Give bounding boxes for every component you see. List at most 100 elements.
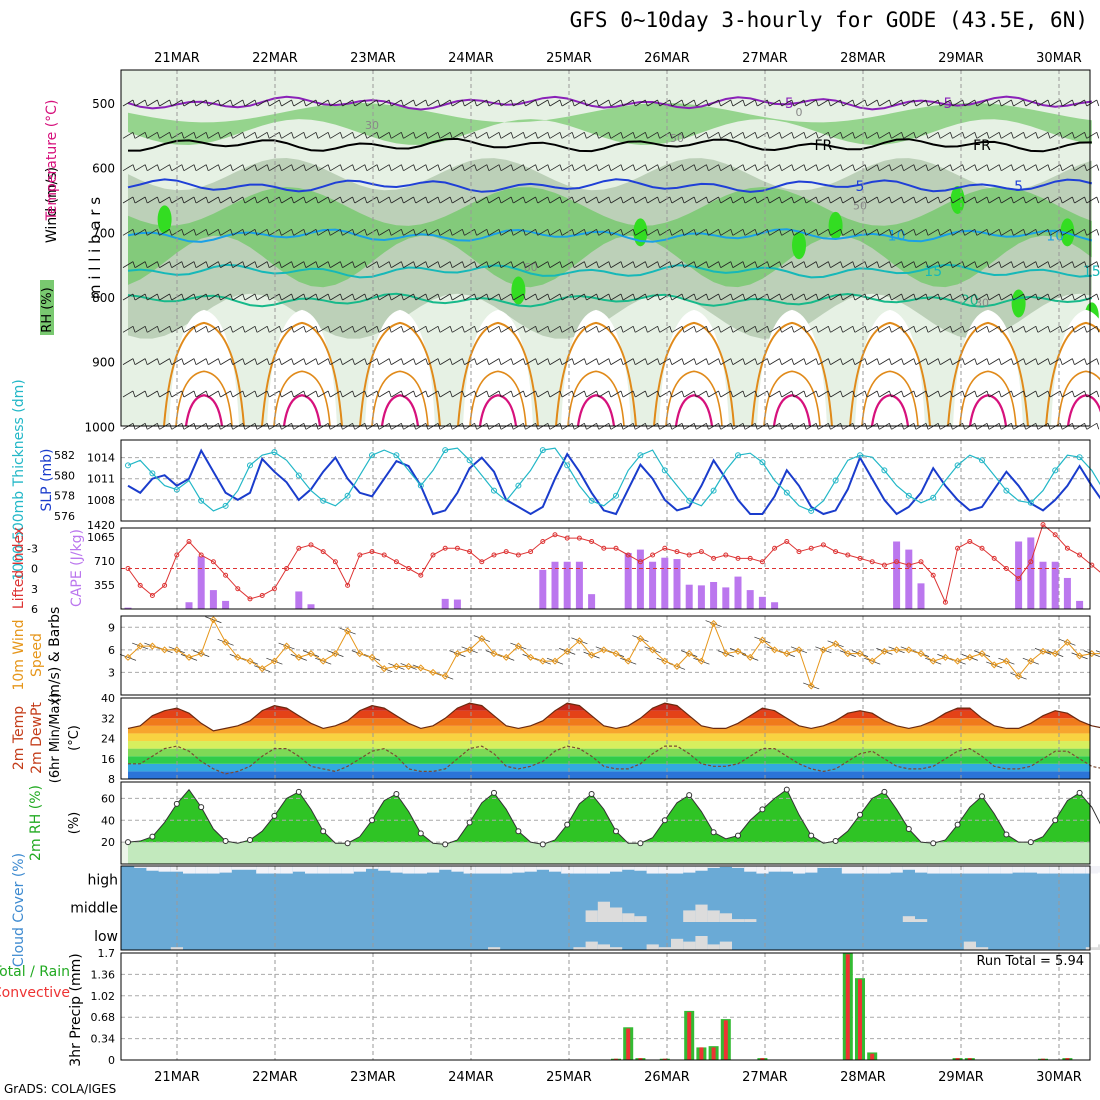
cape-bar [893,541,901,609]
wind-barb [1074,261,1085,268]
cloud-level-bar [902,916,915,922]
wind-barb [913,99,917,107]
wind-barb [610,131,622,139]
date-label-top: 26MAR [644,51,690,66]
wind-barb [903,325,915,333]
wind-barb [157,164,160,171]
wind-barb [403,131,414,139]
wind-barb [757,131,768,139]
wind-barb [976,325,988,333]
cloud-clear-bar [890,866,903,873]
wind-barb [352,358,355,365]
wind-barb [462,326,465,333]
wind-barb [876,99,880,107]
date-label-bottom: 22MAR [252,1070,298,1085]
cloud-clear-bar [658,866,671,874]
li-marker [540,539,546,544]
wind-barb [376,358,380,365]
wind-barb [645,261,648,268]
li-marker [625,552,631,558]
wind-barb [1072,326,1075,333]
wind-barb [1001,196,1012,204]
wind-barb [1074,325,1085,333]
wind-barb [464,293,475,301]
wind-barb [342,164,353,172]
wind-barb [354,261,366,268]
wind-barb [781,358,793,365]
li-marker [491,552,497,558]
wind-barb [852,261,856,268]
li-marker [186,539,192,544]
wind-barb [791,99,795,107]
wind-barb [683,131,695,139]
wind-barb [159,261,170,268]
wind-barb [744,131,756,139]
wind-barb [488,131,500,139]
wind-barb [561,131,573,139]
wind-barb [669,293,673,301]
wind-barb [462,390,465,398]
wind-barb [1096,99,1100,107]
wind-barb [364,326,368,333]
wind-marker [795,646,803,654]
wind-barb [388,293,392,301]
wind-marker [356,650,364,658]
wind-barb [269,99,280,107]
wind-barb [864,196,868,204]
rh-marker [661,817,668,824]
wind-barb [340,261,343,268]
thickness-tick: 580 [54,469,75,482]
wind-barb [574,228,585,236]
wind-barb [696,261,707,268]
wind-barb [913,229,917,236]
wind-barb [256,131,268,139]
li-marker [930,572,936,578]
wind-marker [283,642,291,650]
wind-barb [1096,261,1100,268]
wind-barb [767,132,770,139]
wind-barb [340,293,343,301]
boundary-layer-dome [855,309,925,426]
wind-barb [805,261,817,268]
wind-barb [940,99,951,107]
wind-barb [193,99,197,107]
wind-barb [169,326,172,333]
li-marker [528,549,534,555]
precip-convective-bar [845,954,850,1060]
wind-marker [185,653,193,661]
cloud-level-label: middle [70,901,118,917]
wind-barb [927,293,939,301]
wind-barb [891,131,902,139]
cloud-clear-bar [500,866,513,874]
wind-barb [218,164,221,171]
wind-barb [706,293,709,301]
wind-barb [571,99,575,107]
wind-barb [244,358,256,365]
wind-barb [720,325,732,333]
wind-barb [376,229,380,236]
wind-barb [193,196,197,204]
li-marker [686,552,692,558]
wind-barb [903,196,915,204]
wind-marker [807,682,815,690]
wind-barb [303,99,307,107]
wind-barb [732,390,744,398]
wind-barb [452,131,463,139]
wind-barb [647,293,658,301]
wind-barb [830,164,841,172]
wind-barb [439,390,451,398]
wind-marker [344,627,352,635]
wind-barb [232,325,244,333]
wind-barb [218,196,221,204]
wind-barb [647,325,658,333]
li-marker [735,555,741,561]
wind-barb [401,390,404,398]
wind-barb [437,261,441,268]
isotherm-warm-arch [653,321,735,427]
isotherm-line [127,95,1092,111]
wind-barb [195,228,207,236]
wind-barb [608,164,612,171]
wind-barb [474,390,477,398]
wind-barb [1072,164,1075,171]
wind-barb [744,99,756,107]
